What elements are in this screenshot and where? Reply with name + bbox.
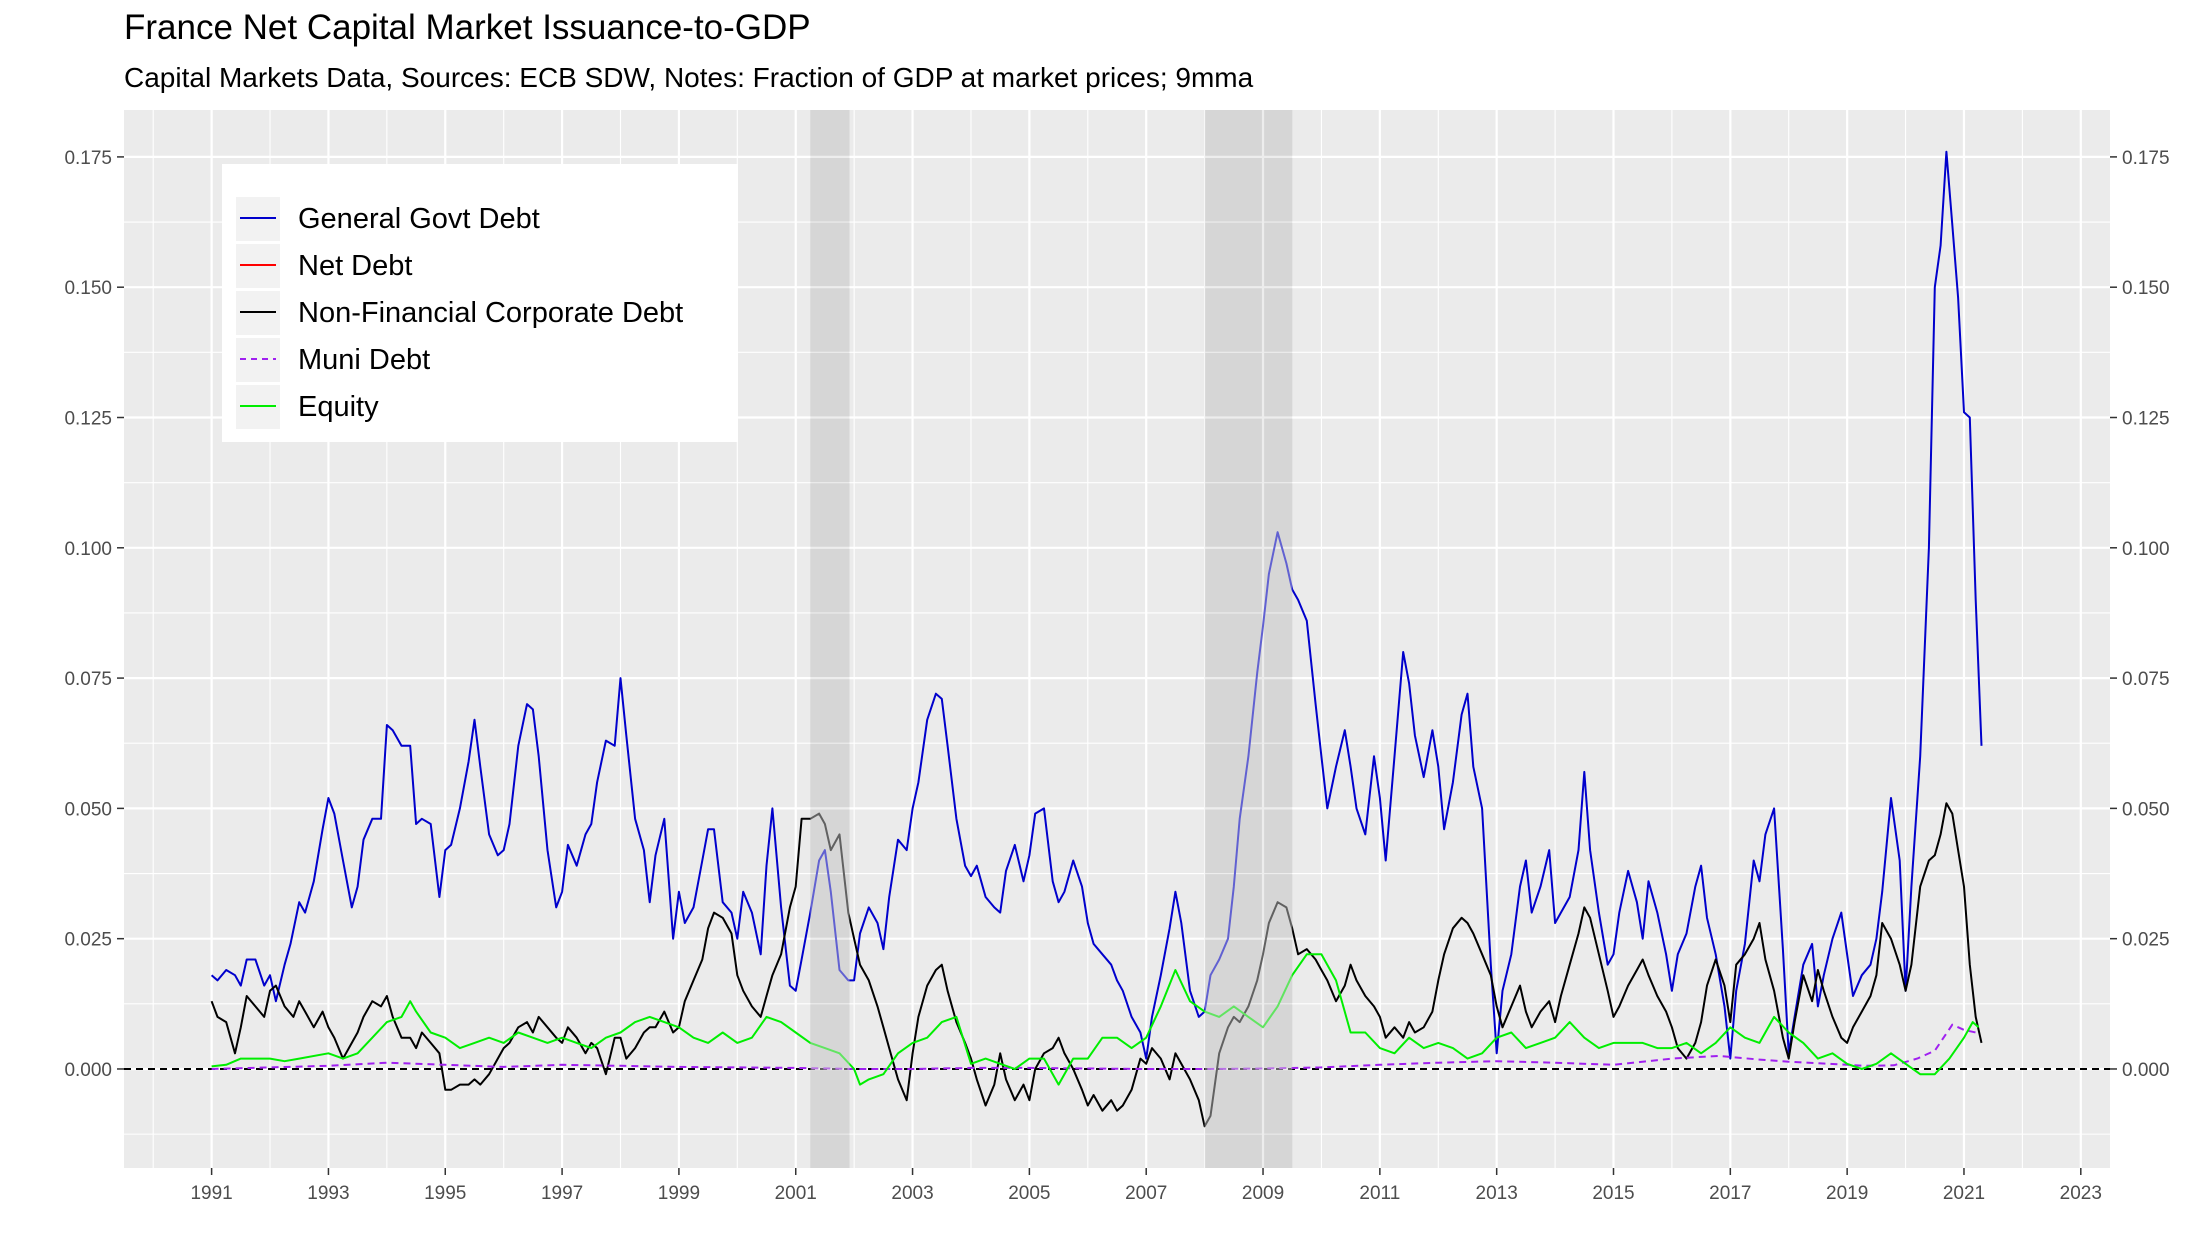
legend-label: Non-Financial Corporate Debt: [298, 297, 683, 329]
x-tick-label: 2023: [2060, 1183, 2102, 1204]
chart-subtitle: Capital Markets Data, Sources: ECB SDW, …: [124, 62, 1254, 93]
x-tick-label: 2011: [1359, 1183, 1400, 1204]
x-tick-label: 2021: [1943, 1183, 1985, 1204]
x-tick-label: 1995: [424, 1183, 466, 1204]
y-tick-label-right: 0.075: [2122, 669, 2170, 690]
x-tick-label: 1993: [307, 1183, 349, 1204]
legend-label: Muni Debt: [298, 344, 430, 376]
y-tick-label-right: 0.175: [2122, 148, 2170, 169]
grid-lines: [124, 110, 2110, 1168]
x-tick-label: 2001: [775, 1183, 817, 1204]
y-tick-label-left: 0.125: [64, 408, 112, 429]
series-line-0: [210, 150, 1983, 1060]
y-tick-label-right: 0.100: [2122, 539, 2170, 560]
x-tick-label: 2015: [1592, 1183, 1634, 1204]
x-tick-label: 1991: [190, 1183, 232, 1204]
y-tick-label-right: 0.000: [2122, 1060, 2170, 1081]
series-line-4: [211, 953, 1980, 1086]
x-tick-label: 1997: [541, 1183, 583, 1204]
legend-label: General Govt Debt: [298, 203, 540, 235]
series-line-2: [210, 802, 1983, 1128]
y-tick-label-left: 0.100: [64, 539, 112, 560]
recession-overlay-1: [1204, 110, 1293, 1168]
x-tick-label: 2005: [1008, 1183, 1050, 1204]
legend-box: [222, 164, 738, 442]
legend-label: Equity: [298, 391, 379, 423]
y-tick-label-right: 0.125: [2122, 408, 2170, 429]
y-tick-label-left: 0.025: [64, 930, 112, 951]
y-tick-label-left: 0.075: [64, 669, 112, 690]
y-tick-label-left: 0.150: [64, 278, 112, 299]
x-tick-label: 2009: [1242, 1183, 1284, 1204]
axes: 0.000 0.000 0.025 0.025 0.050 0.050 0.075 0.075…: [64, 148, 2169, 1204]
y-tick-label-right: 0.050: [2122, 799, 2170, 820]
chart-title: France Net Capital Market Issuance-to-GD…: [124, 8, 811, 47]
recession-overlay-0: [810, 110, 850, 1168]
y-tick-label-right: 0.150: [2122, 278, 2170, 299]
series-line-3: [211, 1023, 1976, 1070]
y-tick-label-left: 0.050: [64, 799, 112, 820]
x-tick-label: 2007: [1125, 1183, 1167, 1204]
x-tick-label: 2019: [1826, 1183, 1868, 1204]
x-tick-label: 2017: [1709, 1183, 1751, 1204]
x-tick-label: 1999: [658, 1183, 700, 1204]
legend-label: Net Debt: [298, 250, 412, 282]
y-tick-label-right: 0.025: [2122, 930, 2170, 951]
legend: General Govt Debt Net Debt Non-Financial C…: [222, 164, 738, 442]
y-tick-label-left: 0.000: [64, 1060, 112, 1081]
x-tick-label: 2013: [1476, 1183, 1518, 1204]
series-lines: [210, 110, 1983, 1168]
x-tick-label: 2003: [891, 1183, 933, 1204]
y-tick-label-left: 0.175: [64, 148, 112, 169]
